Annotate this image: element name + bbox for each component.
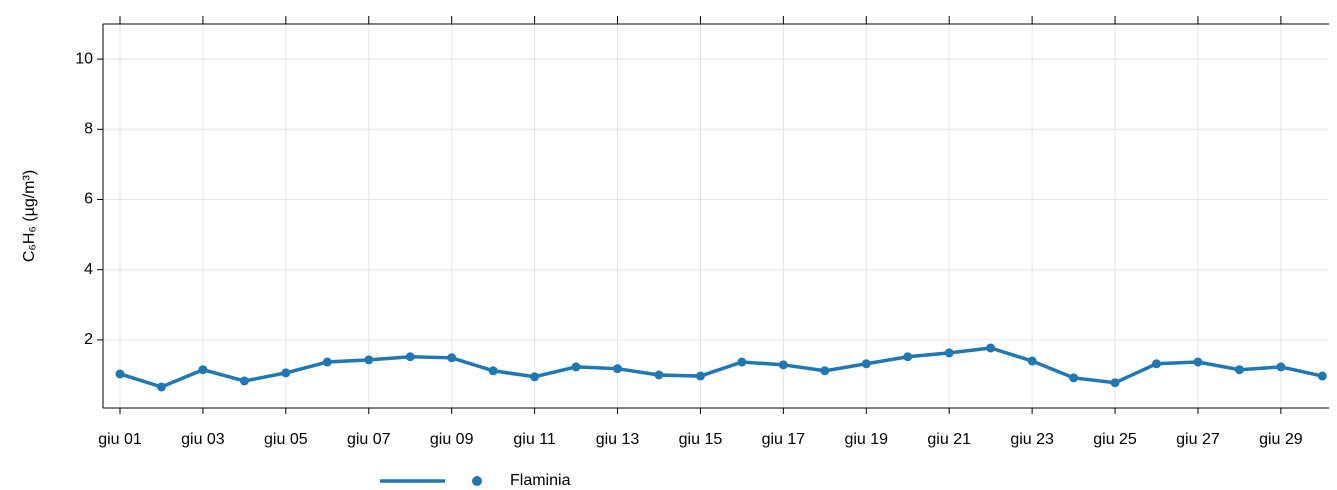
data-point: [737, 357, 747, 367]
data-point: [1152, 359, 1161, 369]
data-point: [903, 352, 913, 362]
x-tick-label: giu 03: [181, 431, 225, 448]
data-point: [1317, 371, 1327, 381]
legend-label: Flaminia: [510, 472, 571, 489]
data-point: [820, 366, 830, 376]
x-tick-label: giu 09: [430, 431, 474, 448]
x-tick-label: giu 23: [1010, 431, 1054, 448]
data-point: [405, 352, 415, 362]
x-tick-label: giu 01: [98, 431, 142, 448]
data-point: [1027, 356, 1037, 366]
data-point: [281, 368, 291, 378]
data-point: [613, 364, 623, 374]
x-tick-label: giu 27: [1176, 431, 1220, 448]
data-point: [1234, 365, 1244, 375]
x-tick-label: giu 29: [1259, 431, 1303, 448]
data-point: [1193, 357, 1203, 367]
y-tick-label: 8: [84, 121, 93, 138]
y-tick-label: 4: [84, 261, 93, 278]
data-point: [986, 343, 996, 353]
data-point: [1069, 373, 1079, 383]
data-point: [488, 366, 498, 376]
data-point: [115, 369, 125, 379]
y-tick-label: 10: [75, 50, 93, 67]
x-tick-label: giu 25: [1093, 431, 1137, 448]
x-tick-label: giu 17: [762, 431, 806, 448]
legend-dot: [472, 476, 482, 486]
data-point: [239, 376, 249, 386]
data-point: [530, 372, 540, 382]
data-point: [1110, 378, 1120, 388]
x-tick-label: giu 21: [927, 431, 971, 448]
data-point: [364, 355, 374, 365]
data-point: [1276, 362, 1286, 372]
data-point: [861, 359, 871, 369]
series-line: [119, 346, 1323, 389]
x-tick-label: giu 07: [347, 431, 391, 448]
x-tick-label: giu 19: [844, 431, 888, 448]
data-point: [571, 362, 581, 372]
y-axis-label: C₆H₆ (µg/m³): [21, 170, 38, 262]
x-tick-label: giu 15: [679, 431, 723, 448]
x-tick-label: giu 13: [596, 431, 640, 448]
y-tick-label: 2: [84, 331, 93, 348]
data-point: [778, 360, 788, 370]
y-tick-label: 6: [84, 191, 93, 208]
data-point: [654, 370, 664, 380]
data-point: [447, 353, 457, 363]
data-point: [944, 348, 954, 358]
x-tick-label: giu 05: [264, 431, 308, 448]
data-point: [156, 382, 166, 392]
x-tick-label: giu 11: [513, 431, 556, 448]
data-point: [695, 371, 705, 381]
data-point: [198, 365, 208, 375]
data-point: [322, 357, 332, 367]
